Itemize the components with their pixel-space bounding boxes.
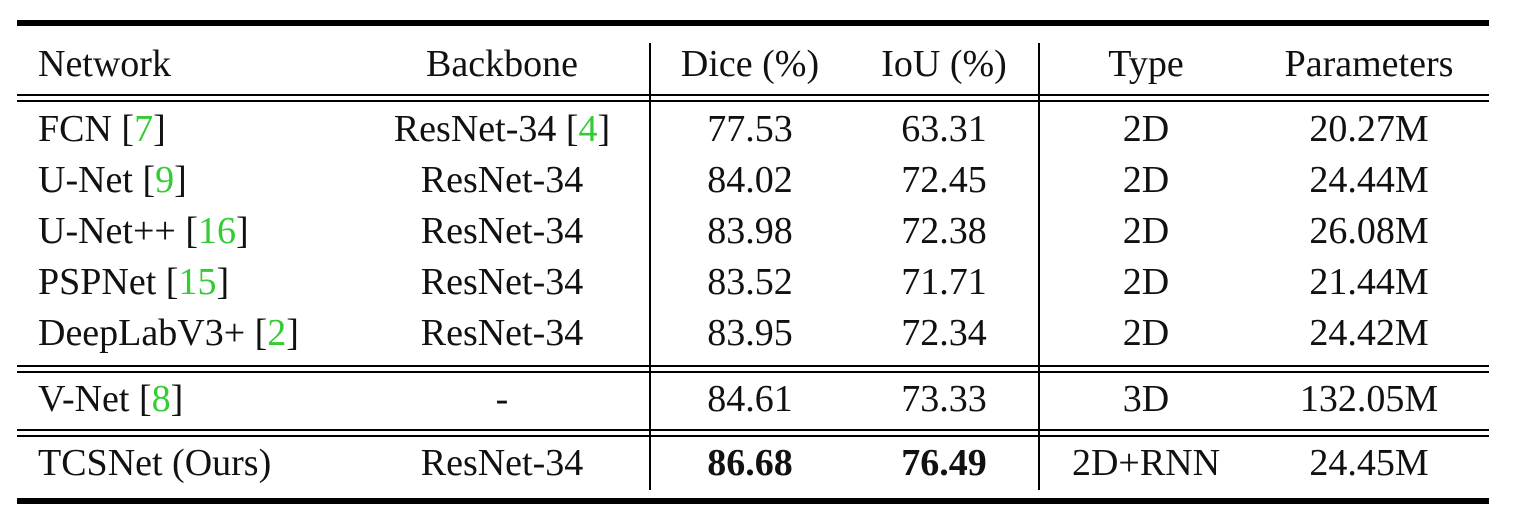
parameters-cell: 24.42M [1309,312,1429,354]
network-cell: TCSNet (Ours) [38,443,271,483]
type-cell: 2D [1122,210,1170,252]
dice-cell: 83.52 [707,261,793,303]
backbone-cell: - [496,379,509,419]
backbone-text: - [495,378,509,420]
dice-cell: 77.53 [707,108,793,150]
network-text: DeepLabV3+ [38,312,246,354]
backbone-cell: ResNet-34 [421,160,584,200]
network-citation-link[interactable]: 16 [197,210,236,252]
parameters-cell: 26.08M [1309,210,1429,252]
header-rule-1 [17,94,1489,96]
header-network: Network [38,43,171,85]
type-cell: 2D [1122,312,1170,354]
group-rule-1 [17,365,1489,367]
top-rule [17,20,1489,26]
type-cell: 2D+RNN [1071,442,1221,484]
network-citation-link[interactable]: 9 [155,159,175,201]
backbone-text: ResNet-34 [420,159,584,201]
parameters-cell: 20.27M [1309,108,1429,150]
header-rule-2 [17,100,1489,102]
header-type: Type [1108,43,1184,85]
dice-cell: 86.68 [707,442,793,484]
network-citation-link[interactable]: 7 [134,108,154,150]
parameters-cell: 24.44M [1309,159,1429,201]
type-cell: 2D [1122,108,1170,150]
network-cell: PSPNet [15] [38,261,230,303]
network-cell: V-Net [8] [38,378,184,420]
network-cell: U-Net [9] [38,159,187,201]
parameters-cell: 24.45M [1309,442,1429,484]
backbone-cell: ResNet-34 [421,443,584,483]
dice-cell: 83.95 [707,312,793,354]
iou-cell: 72.34 [901,312,987,354]
iou-cell: 71.71 [901,261,987,303]
network-cell: FCN [7] [38,108,166,150]
column-divider-1 [649,43,651,490]
network-cell: U-Net++ [16] [38,210,249,252]
parameters-cell: 132.05M [1299,378,1439,420]
header-dice: Dice (%) [680,43,820,85]
backbone-text: ResNet-34 [420,442,584,484]
network-text: U-Net++ [38,210,176,252]
backbone-cell: ResNet-34 [421,211,584,251]
backbone-cell: ResNet-34 [4] [393,108,611,150]
network-citation-link[interactable]: 2 [267,312,287,354]
backbone-text: ResNet-34 [420,210,584,252]
header-parameters: Parameters [1284,43,1454,85]
iou-cell: 73.33 [901,378,987,420]
network-text: U-Net [38,159,133,201]
type-cell: 2D [1122,261,1170,303]
dice-cell: 84.61 [707,378,793,420]
network-text: V-Net [38,378,130,420]
backbone-cell: ResNet-34 [421,313,584,353]
column-divider-2 [1038,43,1040,490]
parameters-cell: 21.44M [1309,261,1429,303]
group-rule-4 [17,435,1489,437]
type-cell: 3D [1122,378,1170,420]
backbone-citation-link[interactable]: 4 [578,108,598,150]
bottom-rule [17,498,1489,504]
backbone-text: ResNet-34 [420,261,584,303]
dice-cell: 83.98 [707,210,793,252]
backbone-cell: ResNet-34 [421,262,584,302]
network-cell: DeepLabV3+ [2] [38,312,299,354]
network-text: PSPNet [38,261,157,303]
iou-cell: 72.45 [901,159,987,201]
header-iou: IoU (%) [881,43,1007,85]
header-backbone: Backbone [426,43,578,85]
network-citation-link[interactable]: 15 [178,261,217,303]
network-text: FCN [38,108,112,150]
network-citation-link[interactable]: 8 [151,378,171,420]
dice-cell: 84.02 [707,159,793,201]
backbone-text: ResNet-34 [393,108,557,150]
iou-cell: 63.31 [901,108,987,150]
iou-cell: 76.49 [901,442,987,484]
type-cell: 2D [1122,159,1170,201]
network-text: TCSNet (Ours) [38,442,272,484]
group-rule-3 [17,429,1489,431]
backbone-text: ResNet-34 [420,312,584,354]
group-rule-2 [17,371,1489,373]
iou-cell: 72.38 [901,210,987,252]
